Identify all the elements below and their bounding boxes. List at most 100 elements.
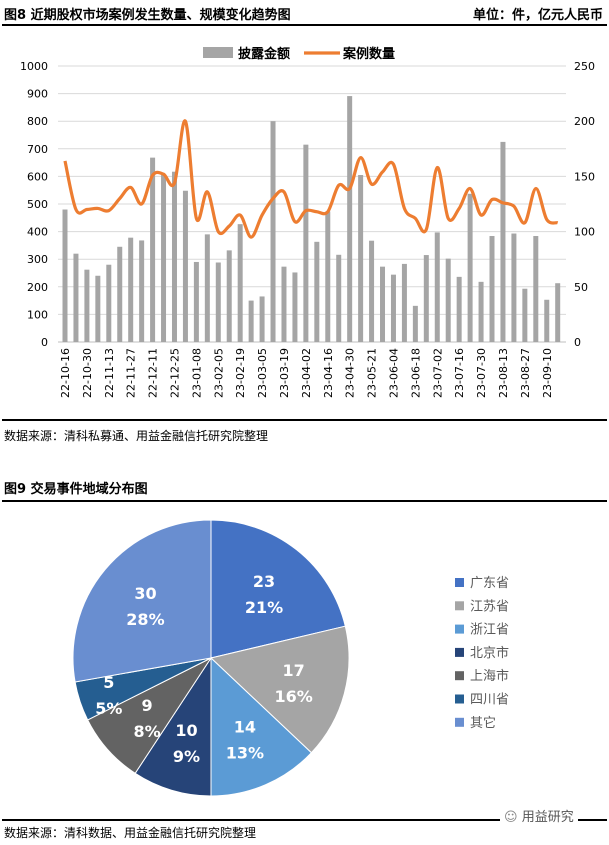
bar (358, 175, 364, 342)
y-left-tick-label: 700 (27, 143, 48, 156)
pie-chart: 23 21% 17 16% 14 13% 10 9% 9 8% 5 5% 30 28% 广东省江苏省浙江省北… (72, 519, 509, 797)
legend-line-label: 案例数量 (342, 46, 395, 62)
bar (434, 232, 440, 342)
y-left-tick-label: 0 (41, 336, 48, 349)
slice-value-label: 14 (234, 718, 256, 737)
slice-value-label: 5 (103, 673, 114, 692)
legend-swatch (455, 624, 464, 634)
x-tick-label: 22-11-27 (125, 348, 138, 398)
bar (500, 141, 506, 342)
legend-label: 广东省 (470, 576, 509, 591)
bar (171, 171, 177, 342)
bar (533, 236, 539, 342)
fig8-source: 数据来源：清科私募通、用益金融信托研究院整理 (4, 429, 269, 443)
watermark: ☺ 用益研究 (500, 806, 578, 825)
y-right-tick-label: 50 (574, 281, 588, 294)
legend-swatch (455, 694, 464, 704)
bar (106, 264, 112, 342)
slice-value-label: 10 (175, 721, 197, 740)
bar (325, 211, 331, 342)
bar (73, 253, 79, 342)
slice-value-label: 9 (142, 696, 153, 715)
bar (445, 258, 451, 342)
bar (347, 96, 353, 342)
bar (281, 266, 287, 342)
watermark-text: 用益研究 (521, 810, 574, 825)
y-left-tick-label: 800 (27, 115, 48, 128)
x-tick-label: 23-03-19 (278, 348, 291, 398)
legend-bar-label: 披露金额 (238, 46, 290, 62)
fig8-unit: 单位：件，亿元人民币 (472, 8, 603, 23)
bar (369, 240, 375, 342)
x-tick-label: 23-07-16 (453, 348, 466, 398)
bar (62, 209, 68, 342)
bar (423, 255, 429, 342)
slice-percent-label: 13% (226, 744, 264, 763)
legend-label: 江苏省 (470, 598, 509, 614)
legend-label: 其它 (470, 715, 496, 731)
bar (314, 241, 320, 342)
y-left-tick-label: 1000 (20, 60, 48, 73)
bar (380, 266, 386, 342)
bar (456, 276, 462, 342)
bar (150, 157, 156, 342)
x-tick-label: 23-04-16 (322, 348, 335, 398)
bar (248, 300, 254, 342)
x-tick-label: 23-06-04 (387, 348, 400, 398)
bar (117, 246, 123, 342)
bar (193, 261, 199, 342)
slice-percent-label: 9% (173, 747, 200, 766)
x-tick-label: 23-02-19 (234, 348, 247, 398)
y-left-tick-label: 200 (27, 281, 48, 294)
slice-percent-label: 28% (126, 610, 164, 629)
x-tick-label: 22-10-16 (59, 348, 72, 398)
y-left-tick-label: 600 (27, 170, 48, 183)
x-tick-label: 23-04-30 (344, 348, 357, 398)
fig9-source: 数据来源：清科数据、用益金融信托研究院整理 (4, 826, 257, 840)
bar (544, 299, 550, 342)
x-tick-label: 23-01-08 (190, 348, 203, 398)
slice-percent-label: 21% (245, 598, 283, 617)
bar-line-chart: 0 100 200 300 400 500 600 700 800 900 1000 0 50 100 15… (20, 46, 595, 398)
y-right-tick-label: 100 (574, 226, 595, 239)
y-left-tick-label: 300 (27, 253, 48, 266)
slice-value-label: 30 (134, 584, 156, 603)
fig8-top-rule (2, 24, 607, 26)
y-left-tick-label: 500 (27, 198, 48, 211)
y-right-tick-label: 250 (574, 60, 595, 73)
x-tick-label: 22-12-25 (168, 348, 181, 398)
y-right-tick-label: 150 (574, 170, 595, 183)
legend-label: 四川省 (470, 693, 509, 708)
bar (336, 254, 342, 342)
legend-swatch (455, 578, 464, 587)
x-tick-label: 23-02-05 (212, 348, 225, 398)
bar (259, 296, 265, 342)
bar (401, 263, 407, 342)
legend-swatch (455, 647, 464, 657)
slice-percent-label: 16% (274, 687, 312, 706)
bar (128, 237, 134, 342)
legend-swatch (455, 671, 464, 681)
fig9-top-rule (2, 500, 607, 502)
pie-slice (72, 519, 212, 683)
x-tick-label: 22-12-11 (147, 348, 160, 398)
bar (303, 144, 309, 342)
fig8-bottom-rule (2, 419, 607, 421)
slice-percent-label: 8% (133, 722, 160, 741)
series-line (63, 119, 559, 239)
legend-bar-swatch (203, 47, 233, 58)
x-tick-label: 23-04-02 (300, 348, 313, 398)
y-left-tick-label: 400 (27, 226, 48, 239)
bar (84, 269, 90, 342)
x-tick-label: 23-03-05 (256, 348, 269, 398)
legend-label: 北京市 (470, 645, 509, 661)
y-left-tick-label: 100 (27, 308, 48, 321)
x-tick-label: 23-05-21 (366, 348, 379, 398)
slice-value-label: 17 (283, 661, 305, 680)
bar (95, 275, 101, 342)
y-right-tick-label: 200 (574, 115, 595, 128)
bar (390, 274, 396, 342)
bar (292, 272, 298, 342)
bar (226, 250, 232, 342)
